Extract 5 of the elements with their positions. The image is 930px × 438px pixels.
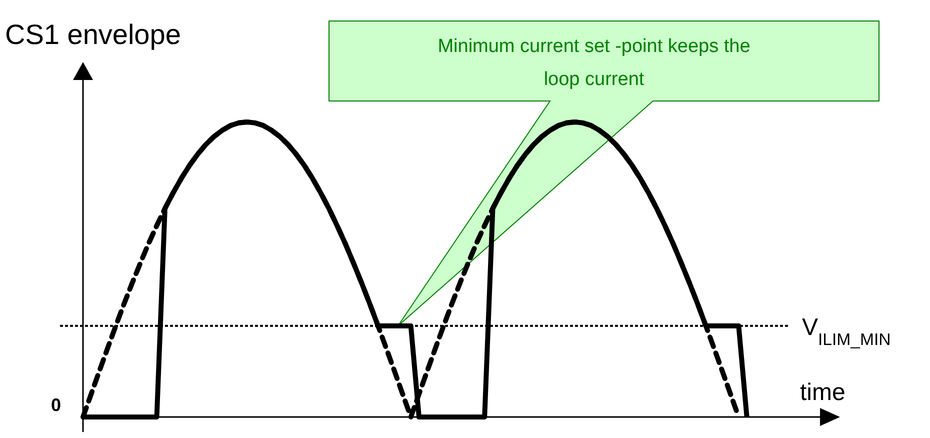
text: 0 [50, 395, 61, 415]
ref-line-label: V$_{ILIM_MIN}$ [802, 314, 891, 348]
text: Minimum current set -point keeps the loop current [438, 36, 750, 90]
x-axis-title: time [800, 379, 846, 406]
y-axis-title: CS1 envelope [5, 19, 181, 50]
